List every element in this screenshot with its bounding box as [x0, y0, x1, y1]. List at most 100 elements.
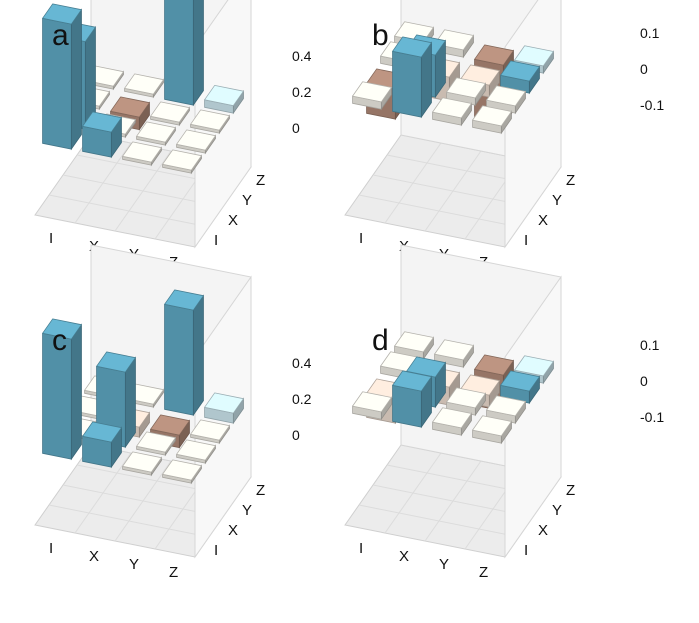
bar-XZ [486, 395, 526, 425]
x-tick-label: I [49, 230, 53, 247]
bar-top-face [82, 421, 122, 443]
bar-top-face [136, 431, 176, 453]
bar-top-face [162, 149, 202, 171]
x-tick-label: X [89, 548, 99, 565]
bar-top-face [352, 391, 392, 413]
bar-top-face [42, 318, 82, 340]
bar-XY [446, 77, 486, 107]
y-tick-label: X [538, 212, 548, 229]
bar-top-face [190, 419, 230, 441]
bar-XY [446, 387, 486, 417]
y-tick-label: X [228, 522, 238, 539]
bar-IX [82, 111, 122, 159]
bar-top-face [446, 387, 486, 409]
bar-ZX [434, 339, 474, 369]
bar-XZ [486, 85, 526, 115]
bar-top-face [204, 85, 244, 106]
z-tick-label: -0.1 [640, 409, 664, 425]
z-tick-label: 0 [292, 427, 300, 443]
bar-front-face [164, 303, 194, 416]
y-tick-label: Z [566, 482, 575, 499]
bar-IZ [162, 149, 202, 175]
bar-side-face [192, 294, 204, 417]
bar-IX [392, 370, 432, 429]
panel-label: c [52, 324, 67, 357]
z-tick-label: -0.1 [640, 97, 664, 113]
y-tick-label: Y [552, 192, 562, 209]
bar-top-face [472, 105, 512, 127]
bar-top-face [500, 60, 540, 82]
x-tick-label: I [359, 540, 363, 557]
bar-top-face [446, 77, 486, 99]
bar-IX [82, 421, 122, 469]
x-tick-label: X [399, 548, 409, 565]
bar-IZ [472, 105, 512, 135]
bar-top-face [96, 351, 136, 373]
panel-label: d [372, 324, 389, 357]
bar-side-face [70, 323, 82, 461]
y-tick-label: Y [242, 502, 252, 519]
y-tick-label: Y [242, 192, 252, 209]
z-tick-label: 0 [640, 373, 648, 389]
y-tick-label: X [538, 522, 548, 539]
x-tick-label: Y [129, 556, 139, 573]
x-tick-label: Y [439, 556, 449, 573]
bar-IZ [162, 459, 202, 485]
bar-top-face [162, 459, 202, 481]
panel-label: b [372, 19, 389, 52]
z-tick-label: 0.4 [292, 355, 312, 371]
bar-top-face [352, 81, 392, 103]
panel-label: a [52, 19, 69, 52]
bar-ZZ [204, 85, 244, 115]
x-tick-label: I [359, 230, 363, 247]
bar-YZ [190, 419, 230, 445]
bar-XZ [176, 439, 216, 465]
y-tick-label: I [524, 232, 528, 249]
bar-side-face [70, 8, 82, 151]
bar-top-face [176, 129, 216, 151]
bar-II [352, 391, 392, 421]
bar-top-face [42, 3, 82, 25]
y-tick-label: I [524, 542, 528, 559]
bar-IY [432, 97, 472, 127]
z-tick-label: 0 [292, 120, 300, 136]
bar-side-face [192, 0, 204, 107]
z-tick-label: 0.2 [292, 84, 312, 100]
bar-top-face [514, 45, 554, 67]
bar-ZY [164, 289, 204, 417]
bar-II [42, 3, 82, 151]
bar-top-face [434, 339, 474, 361]
z-tick-label: 0.2 [292, 391, 312, 407]
bar-top-face [500, 370, 540, 392]
bar-front-face [392, 50, 422, 118]
bar-YY [150, 101, 190, 127]
bar-top-face [392, 370, 432, 392]
bar-top-face [150, 414, 190, 436]
bar-top-face [474, 354, 514, 376]
y-tick-label: Y [552, 502, 562, 519]
bar-IY [432, 407, 472, 437]
y-tick-label: X [228, 212, 238, 229]
bar-front-face [392, 384, 422, 428]
y-tick-label: Z [566, 172, 575, 189]
bar-side-face [124, 356, 136, 449]
bar-top-face [82, 111, 122, 133]
x-tick-label: I [49, 540, 53, 557]
bar-top-face [122, 141, 162, 163]
bar-ZZ [204, 392, 244, 425]
bar-top-face [514, 355, 554, 377]
z-tick-label: 0.1 [640, 337, 660, 353]
z-tick-label: 0.1 [640, 25, 660, 41]
bar-XZ [176, 129, 216, 155]
bar-ZX [124, 73, 164, 99]
bar-top-face [432, 97, 472, 119]
bar-top-face [122, 451, 162, 473]
bar-top-face [150, 101, 190, 123]
y-tick-label: I [214, 232, 218, 249]
y-tick-label: Z [256, 482, 265, 499]
bar-top-face [176, 439, 216, 461]
